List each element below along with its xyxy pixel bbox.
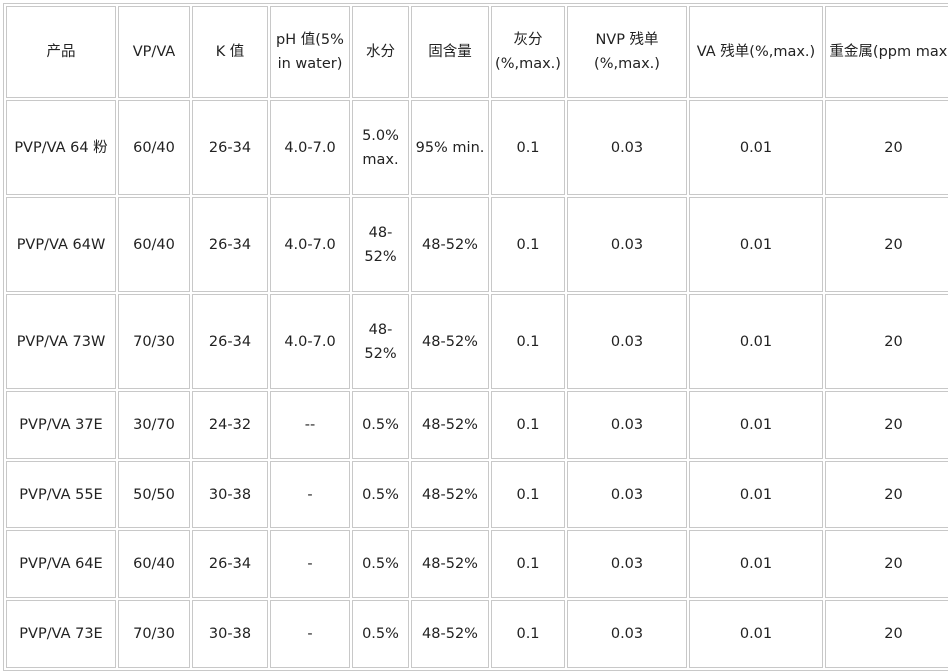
cell: -- — [270, 391, 350, 459]
cell: 0.03 — [567, 600, 687, 668]
cell: 0.1 — [491, 461, 565, 528]
cell: PVP/VA 55E — [6, 461, 116, 528]
cell: 0.01 — [689, 197, 823, 292]
cell: 26-34 — [192, 530, 268, 598]
cell: 48-52% — [411, 461, 489, 528]
header-cell: 产品 — [6, 6, 116, 98]
cell: 0.5% — [352, 391, 409, 459]
cell: 20 — [825, 391, 948, 459]
cell: 30-38 — [192, 600, 268, 668]
cell: 26-34 — [192, 197, 268, 292]
cell: 48-52% — [411, 294, 489, 389]
data-row: PVP/VA 73W 70/30 26-34 4.0-7.0 48-52% 48-52% 0… — [6, 294, 948, 389]
cell: 60/40 — [118, 197, 190, 292]
cell: 60/40 — [118, 530, 190, 598]
cell: PVP/VA 37E — [6, 391, 116, 459]
data-row: PVP/VA 64W 60/40 26-34 4.0-7.0 48-52% 48-52% 0… — [6, 197, 948, 292]
data-row: PVP/VA 64 粉 60/40 26-34 4.0-7.0 5.0% max. 95%… — [6, 100, 948, 195]
cell: 20 — [825, 530, 948, 598]
cell: 20 — [825, 461, 948, 528]
header-cell: NVP 残单 (%,max.) — [567, 6, 687, 98]
cell: 4.0-7.0 — [270, 197, 350, 292]
cell: 0.01 — [689, 391, 823, 459]
cell: 70/30 — [118, 294, 190, 389]
cell: 0.01 — [689, 600, 823, 668]
cell: 20 — [825, 197, 948, 292]
cell: 4.0-7.0 — [270, 100, 350, 195]
cell: PVP/VA 64W — [6, 197, 116, 292]
cell: 0.03 — [567, 100, 687, 195]
cell: 4.0-7.0 — [270, 294, 350, 389]
cell: - — [270, 461, 350, 528]
cell: 30/70 — [118, 391, 190, 459]
cell: 0.03 — [567, 530, 687, 598]
cell: PVP/VA 64E — [6, 530, 116, 598]
cell: 0.03 — [567, 197, 687, 292]
cell: 0.01 — [689, 530, 823, 598]
cell: 20 — [825, 294, 948, 389]
header-cell: 重金属(ppm max.) — [825, 6, 948, 98]
cell: 24-32 — [192, 391, 268, 459]
data-row: PVP/VA 73E 70/30 30-38-0.5% 48-52% 0.1 0.03 0.… — [6, 600, 948, 668]
cell: 0.5% — [352, 600, 409, 668]
table-body: 产品 VP/VA K 值 pH 值(5% in water) 水分 固含量 灰分 (%,ma… — [6, 6, 948, 668]
cell: 48-52% — [352, 197, 409, 292]
cell: 48-52% — [411, 530, 489, 598]
cell: - — [270, 530, 350, 598]
cell: 0.1 — [491, 391, 565, 459]
cell: PVP/VA 73W — [6, 294, 116, 389]
cell: PVP/VA 73E — [6, 600, 116, 668]
cell: 0.01 — [689, 294, 823, 389]
cell: 0.01 — [689, 461, 823, 528]
cell: 48-52% — [411, 600, 489, 668]
spec-table: 产品 VP/VA K 值 pH 值(5% in water) 水分 固含量 灰分 (%,ma… — [3, 3, 948, 671]
cell: 26-34 — [192, 294, 268, 389]
cell: 48-52% — [352, 294, 409, 389]
cell: 20 — [825, 100, 948, 195]
header-cell: VP/VA — [118, 6, 190, 98]
cell: 0.1 — [491, 100, 565, 195]
cell: 5.0% max. — [352, 100, 409, 195]
cell: 0.01 — [689, 100, 823, 195]
header-cell: 固含量 — [411, 6, 489, 98]
cell: - — [270, 600, 350, 668]
cell: 0.1 — [491, 294, 565, 389]
cell: 0.5% — [352, 461, 409, 528]
cell: 0.03 — [567, 294, 687, 389]
header-cell: 灰分 (%,max.) — [491, 6, 565, 98]
cell: 26-34 — [192, 100, 268, 195]
header-cell: K 值 — [192, 6, 268, 98]
cell: PVP/VA 64 粉 — [6, 100, 116, 195]
header-row: 产品 VP/VA K 值 pH 值(5% in water) 水分 固含量 灰分 (%,ma… — [6, 6, 948, 98]
cell: 48-52% — [411, 391, 489, 459]
cell: 70/30 — [118, 600, 190, 668]
cell: 0.1 — [491, 530, 565, 598]
data-row: PVP/VA 37E 30/70 24-32 -- 0.5% 48-52% 0.1 0.03 0… — [6, 391, 948, 459]
cell: 0.03 — [567, 461, 687, 528]
cell: 20 — [825, 600, 948, 668]
cell: 95% min. — [411, 100, 489, 195]
header-cell: VA 残单(%,max.) — [689, 6, 823, 98]
data-row: PVP/VA 64E 60/40 26-34-0.5% 48-52% 0.1 0.03 0.… — [6, 530, 948, 598]
cell: 60/40 — [118, 100, 190, 195]
cell: 0.5% — [352, 530, 409, 598]
cell: 30-38 — [192, 461, 268, 528]
cell: 0.1 — [491, 600, 565, 668]
cell: 0.1 — [491, 197, 565, 292]
cell: 0.03 — [567, 391, 687, 459]
header-cell: 水分 — [352, 6, 409, 98]
cell: 48-52% — [411, 197, 489, 292]
header-cell: pH 值(5% in water) — [270, 6, 350, 98]
cell: 50/50 — [118, 461, 190, 528]
data-row: PVP/VA 55E 50/50 30-38-0.5% 48-52% 0.1 0.03 0.… — [6, 461, 948, 528]
